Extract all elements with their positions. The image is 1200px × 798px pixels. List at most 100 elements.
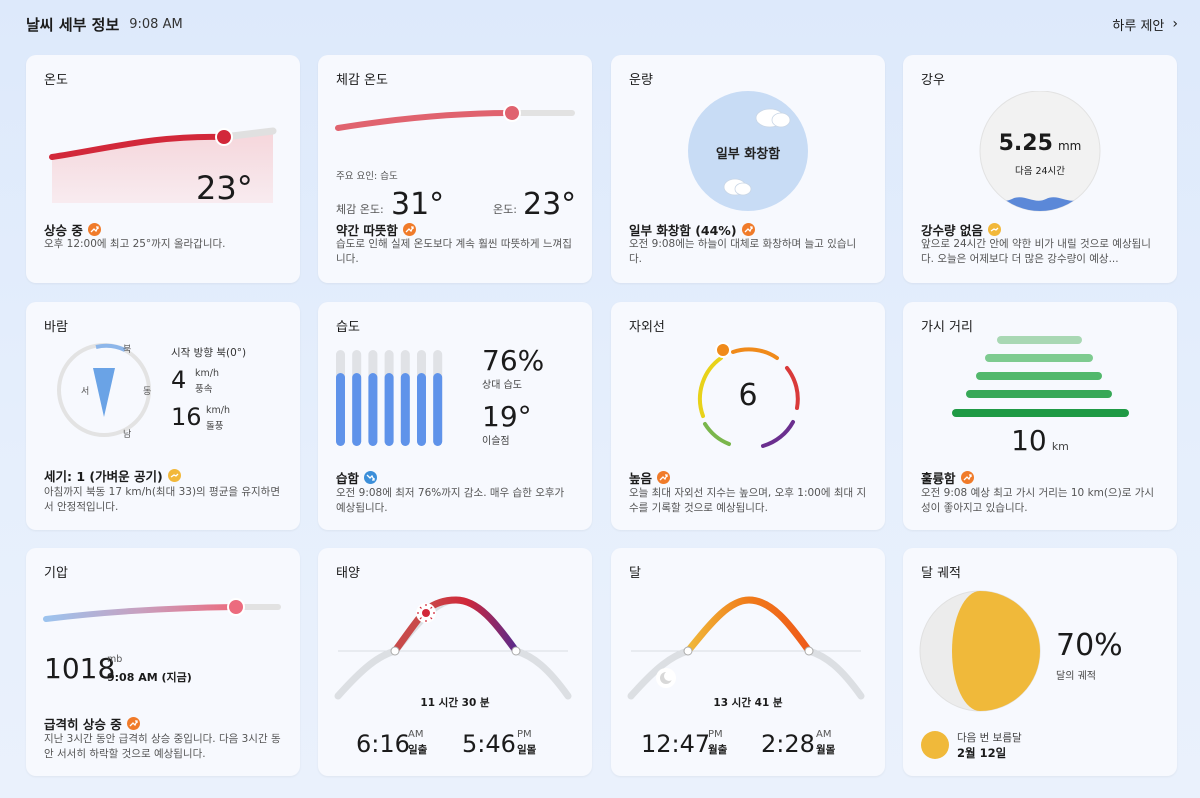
header: 날씨 세부 정보 9:08 AM 하루 제안 ›: [26, 12, 1178, 36]
wind-gust-unit: km/h: [206, 405, 230, 416]
wind-gust: 16: [171, 403, 202, 431]
humidity-card[interactable]: 습도 76% 상대 습도 19° 이슬점 습함 오전 9:08에 최저 76%까…: [318, 302, 592, 530]
wind-direction: 시작 방향 북(0°): [171, 347, 247, 359]
trend-up-icon: [126, 717, 140, 730]
day-suggestion-label: 하루 제안: [1112, 18, 1165, 34]
feels-like-trend-chart: [335, 104, 575, 131]
card-title: 달 궤적: [921, 566, 962, 581]
status-text: 훌륭함: [921, 471, 956, 486]
moon-duration: 13 시간 41 분: [713, 697, 783, 709]
moon-phase-label: 달의 궤적: [1056, 671, 1096, 682]
cloud-cover-card[interactable]: 운량 일부 화창함 일부 화창함 (44%) 오전 9:08에는 하늘이 대체로…: [611, 55, 885, 283]
moonset-label: 월몰: [816, 744, 836, 756]
next-full-moon-date: 2월 12일: [957, 746, 1007, 760]
visibility-value: 10: [1011, 424, 1047, 457]
temp-value: 23°: [523, 187, 577, 222]
humidity-bar-fill: [384, 373, 394, 446]
temperature-trend-chart: [49, 127, 277, 203]
sun-arc-chart: [334, 596, 572, 700]
dew-point-label: 이슬점: [482, 436, 510, 447]
sun-duration: 11 시간 30 분: [420, 697, 490, 709]
temperature-desc: 오후 12:00에 최고 25°까지 올라갑니다.: [44, 238, 226, 250]
feels-label: 체감 온도:: [336, 203, 384, 216]
visibility-desc: 오전 9:08 예상 최고 가시 거리는 10 km(으)로 가시성이 좋아지고…: [921, 487, 1155, 514]
rain-unit: mm: [1057, 139, 1082, 153]
trend-up-icon: [87, 223, 101, 236]
sun-card[interactable]: 태양 11 시간 30 분 6:16 AM 일출 5:46: [318, 548, 592, 776]
cloud-desc: 오전 9:08에는 하늘이 대체로 화창하며 늘고 있습니다.: [629, 238, 857, 265]
uv-status: 높음: [629, 468, 671, 487]
cloud-icon: [723, 108, 791, 196]
status-text: 강수량 없음: [921, 223, 983, 238]
card-title: 운량: [629, 73, 653, 88]
visibility-value-wrap: 10 km: [903, 424, 1177, 457]
pressure-trend-chart: [43, 598, 281, 622]
moonrise-ampm: PM: [708, 729, 723, 740]
sunrise-time: 6:16: [356, 730, 410, 758]
wind-gust-label: 돌풍: [206, 421, 224, 432]
trend-flat-icon: [167, 469, 181, 482]
cloud-status: 일부 화창함 (44%): [629, 220, 755, 239]
card-title: 가시 거리: [921, 320, 973, 335]
next-full-moon-label: 다음 번 보름달: [957, 732, 1022, 744]
uv-desc: 오늘 최대 자외선 지수는 높으며, 오후 1:00에 최대 지수를 기록할 것…: [629, 487, 867, 514]
feels-value: 31°: [391, 187, 445, 222]
wind-compass: [57, 343, 151, 437]
feels-like-desc: 습도로 인해 실제 온도보다 계속 훨씬 따뜻하게 느껴집니다.: [336, 238, 572, 265]
humidity-desc: 오전 9:08에 최저 76%까지 감소. 매우 습한 오후가 예상됩니다.: [336, 487, 565, 514]
pressure-card[interactable]: 기압 1018 mb 9:08 AM (지금) 급격히 상승 중 지난 3시간 …: [26, 548, 300, 776]
feels-like-card[interactable]: 체감 온도 주요 요인: 습도 체감 온도: 31° 온도: 23° 약간 따뜻…: [318, 55, 592, 283]
temperature-value: 23°: [196, 169, 253, 207]
cloud-cover-circle: [688, 91, 808, 211]
pressure-desc: 지난 3시간 동안 급격히 상승 중입니다. 다음 3시간 동안 서서히 하락할…: [44, 733, 281, 760]
compass-west: 서: [81, 387, 90, 397]
card-title: 습도: [336, 320, 360, 335]
pressure-time: 9:08 AM (지금): [107, 671, 192, 684]
rain-desc: 앞으로 24시간 안에 약한 비가 내릴 것으로 예상됩니다. 오늘은 어제보다…: [921, 238, 1151, 265]
moon-phase-card[interactable]: 달 궤적 70% 달의 궤적 다음 번 보름달 2월 12일: [903, 548, 1177, 776]
card-title: 자외선: [629, 320, 665, 335]
sunset-time: 5:46: [462, 730, 516, 758]
uv-value: 6: [738, 378, 758, 413]
rain-sub: 다음 24시간: [1014, 166, 1066, 177]
pressure-value: 1018: [44, 652, 116, 685]
rain-card[interactable]: 강우 5.25 mm 다음 24시간 강수량 없음 앞으로 24시간 안에 약한…: [903, 55, 1177, 283]
card-title: 체감 온도: [336, 73, 388, 88]
compass-south: 남: [123, 430, 132, 440]
chevron-right-icon: ›: [1172, 16, 1178, 32]
visibility-card[interactable]: 가시 거리 10 km 훌륭함 오전 9:08 예상 최고 가시 거리는 10 …: [903, 302, 1177, 530]
status-text: 높음: [629, 471, 653, 486]
compass-needle-icon: [93, 368, 115, 417]
humidity-bar-fill: [368, 373, 378, 446]
pressure-unit: mb: [107, 654, 123, 665]
moon-card[interactable]: 달 13 시간 41 분 12:47 PM 월출 2:28 AM 월몰: [611, 548, 885, 776]
day-suggestion-link[interactable]: 하루 제안 ›: [1112, 15, 1178, 34]
moonrise-label: 월출: [708, 744, 728, 756]
sunrise-label: 일출: [408, 744, 428, 756]
card-title: 강우: [921, 73, 945, 88]
moon-phase-graphic: [919, 590, 1041, 712]
humidity-status: 습함: [336, 468, 378, 487]
wind-status: 세기: 1 (가벼운 공기): [44, 466, 181, 485]
sunset-label: 일몰: [517, 744, 537, 756]
full-moon-icon: [921, 731, 949, 759]
moon-phase-value: 70%: [1056, 628, 1123, 663]
uv-gauge: [697, 342, 800, 448]
humidity-bar-fill: [400, 373, 410, 446]
trend-up-icon: [741, 223, 755, 236]
trend-up-icon: [960, 471, 974, 484]
trend-flat-icon: [987, 223, 1001, 236]
moonset-ampm: AM: [816, 729, 832, 740]
dew-point-value: 19°: [482, 400, 532, 433]
card-title: 달: [629, 566, 641, 581]
wind-desc: 아침까지 북동 17 km/h(최대 33)의 평균을 유지하면서 안정적입니다…: [44, 486, 281, 513]
main-factor: 주요 요인: 습도: [336, 171, 398, 182]
visibility-unit: km: [1051, 440, 1069, 453]
wind-card[interactable]: 바람 북 남 동 서 시작 방향 북(0°) 4 km/h 풍속 16 km/h…: [26, 302, 300, 530]
rain-value: 5.25: [998, 131, 1053, 156]
temperature-card[interactable]: 온도 23° 상승 중 오후 12:00에 최고 25°까지 올라갑니다.: [26, 55, 300, 283]
status-text: 일부 화창함 (44%): [629, 223, 737, 238]
temperature-status: 상승 중: [44, 220, 101, 239]
rain-status: 강수량 없음: [921, 220, 1001, 239]
uv-card[interactable]: 자외선 6 높음 오늘 최대 자외선 지수는 높으며, 오후 1:00에 최대 …: [611, 302, 885, 530]
